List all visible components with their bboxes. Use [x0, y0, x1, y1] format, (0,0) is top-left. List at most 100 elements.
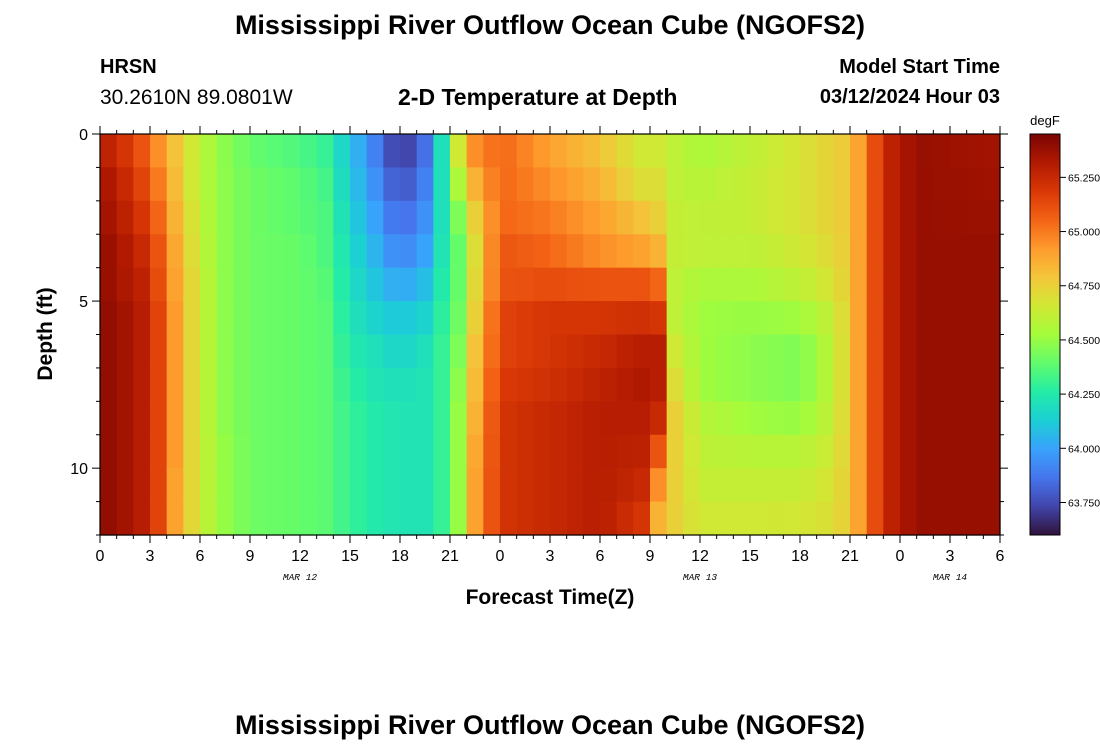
heatmap-cell — [183, 167, 201, 202]
heatmap-cell — [850, 234, 868, 269]
heatmap-cell — [766, 267, 784, 302]
heatmap-cell — [366, 301, 384, 336]
heatmap-cell — [483, 367, 501, 402]
heatmap-cell — [650, 301, 668, 336]
heatmap-cell — [750, 200, 768, 235]
heatmap-cell — [466, 301, 484, 336]
heatmap-cell — [950, 167, 968, 202]
heatmap-cell — [366, 468, 384, 503]
heatmap-cell — [800, 501, 818, 536]
heatmap-cell — [766, 434, 784, 469]
heatmap-cell — [383, 134, 401, 169]
heatmap-cell — [733, 501, 751, 536]
heatmap-cell — [133, 367, 151, 402]
heatmap-cell — [566, 468, 584, 503]
heatmap-cell — [166, 468, 184, 503]
heatmap-cell — [850, 334, 868, 369]
heatmap-cell — [883, 468, 901, 503]
heatmap-cell — [433, 301, 451, 336]
heatmap-cell — [250, 334, 268, 369]
heatmap-cell — [150, 267, 168, 302]
heatmap-cell — [133, 501, 151, 536]
plot-subtitle: 2-D Temperature at Depth — [398, 84, 678, 110]
heatmap-cell — [500, 301, 518, 336]
heatmap-cell — [333, 134, 351, 169]
heatmap-cell — [300, 267, 318, 302]
heatmap-cell — [100, 334, 118, 369]
heatmap-cell — [333, 401, 351, 436]
heatmap-cell — [100, 200, 118, 235]
x-tick-label: 18 — [391, 548, 409, 565]
heatmap-cell — [550, 167, 568, 202]
heatmap-cell — [183, 200, 201, 235]
heatmap-cell — [466, 167, 484, 202]
heatmap-cell — [200, 367, 218, 402]
heatmap-cell — [566, 434, 584, 469]
heatmap-cell — [883, 334, 901, 369]
heatmap-cell — [600, 468, 618, 503]
heatmap-cell — [500, 234, 518, 269]
heatmap-cell — [816, 334, 834, 369]
heatmap-cell — [350, 267, 368, 302]
heatmap-cell — [283, 200, 301, 235]
heatmap-cell — [316, 301, 334, 336]
heatmap-cell — [250, 301, 268, 336]
heatmap-cell — [816, 501, 834, 536]
heatmap-cell — [366, 501, 384, 536]
heatmap-cell — [183, 434, 201, 469]
heatmap-cell — [150, 301, 168, 336]
heatmap-cell — [750, 367, 768, 402]
heatmap-cell — [316, 134, 334, 169]
heatmap-cell — [200, 200, 218, 235]
heatmap-cell — [683, 301, 701, 336]
heatmap-cell — [333, 167, 351, 202]
heatmap-cell — [650, 134, 668, 169]
heatmap-cell — [933, 200, 951, 235]
heatmap-cell — [350, 434, 368, 469]
heatmap-cell — [133, 167, 151, 202]
heatmap-cell — [850, 200, 868, 235]
heatmap-cell — [516, 367, 534, 402]
heatmap-cell — [716, 401, 734, 436]
heatmap-cell — [650, 501, 668, 536]
heatmap-cell — [616, 334, 634, 369]
date-label: MAR 14 — [933, 572, 968, 583]
heatmap-cell — [966, 468, 984, 503]
heatmap-cell — [833, 167, 851, 202]
heatmap-cell — [516, 234, 534, 269]
heatmap-cell — [783, 234, 801, 269]
heatmap-cell — [433, 200, 451, 235]
heatmap-cell — [583, 434, 601, 469]
heatmap-cell — [133, 301, 151, 336]
heatmap-cell — [933, 334, 951, 369]
x-tick-label: 0 — [96, 548, 105, 565]
heatmap-cell — [966, 301, 984, 336]
heatmap-cell — [133, 468, 151, 503]
heatmap-cell — [216, 234, 234, 269]
heatmap-cell — [150, 434, 168, 469]
x-tick-label: 12 — [291, 548, 309, 565]
heatmap-cell — [833, 200, 851, 235]
date-label: MAR 12 — [283, 572, 318, 583]
heatmap-cell — [216, 468, 234, 503]
heatmap-cell — [883, 501, 901, 536]
heatmap-cell — [566, 234, 584, 269]
heatmap-cell — [633, 367, 651, 402]
heatmap-cell — [933, 401, 951, 436]
heatmap-cell — [966, 200, 984, 235]
y-axis: 0 5 10 — [70, 127, 1008, 536]
heatmap-cell — [600, 134, 618, 169]
heatmap-cell — [233, 167, 251, 202]
heatmap-cell — [800, 234, 818, 269]
heatmap-cell — [683, 501, 701, 536]
heatmap-cell — [400, 434, 418, 469]
heatmap-cell — [950, 334, 968, 369]
station-coordinates: 30.2610N 89.0801W — [100, 86, 293, 109]
heatmap-cell — [983, 334, 1001, 369]
x-tick-label: 12 — [691, 548, 709, 565]
heatmap-cell — [716, 334, 734, 369]
heatmap-cell — [366, 167, 384, 202]
heatmap-cell — [200, 401, 218, 436]
heatmap-cell — [350, 401, 368, 436]
heatmap-cell — [200, 234, 218, 269]
